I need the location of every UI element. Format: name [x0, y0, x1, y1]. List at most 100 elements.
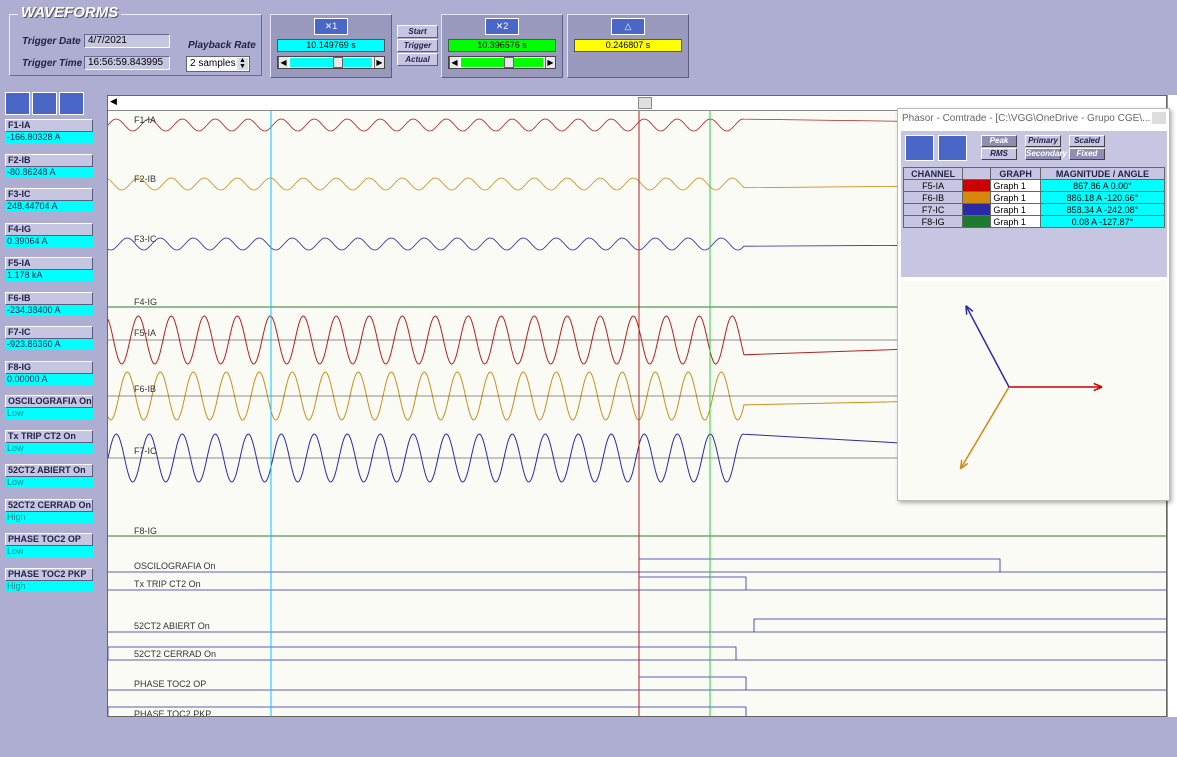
- close-icon[interactable]: [1152, 112, 1166, 124]
- cursor-1-slider-thumb[interactable]: [333, 57, 343, 68]
- phasor-window: Phasor - Comtrade - [C:\VGG\OneDrive - G…: [897, 108, 1170, 501]
- table-row[interactable]: F8-IG Graph 1 0.08 A -127.87°: [902, 215, 1166, 228]
- trace-label: F1-IA: [134, 115, 156, 125]
- channel-item[interactable]: F3-IC 248.44704 A: [5, 188, 93, 212]
- channel-item[interactable]: F4-IG 0.39064 A: [5, 222, 93, 247]
- phasor-window-title: Phasor - Comtrade - [C:\VGG\OneDrive - G…: [898, 109, 1169, 129]
- cursor-2-time: 10.396576 s: [448, 39, 556, 52]
- channel-panel: F1-IA -166.80328 A F2-IB -80.86248 A F3-IC 24…: [0, 88, 100, 757]
- channel-item[interactable]: F7-IC -923.86360 A: [5, 326, 93, 350]
- channel-item[interactable]: 52CT2 CERRAD On High: [5, 498, 93, 523]
- secondary-button[interactable]: Secondary: [1025, 148, 1067, 160]
- cursor-1-slider[interactable]: ◀ ▶: [277, 56, 385, 69]
- trace-label: OSCILOGRAFIA On: [134, 561, 216, 571]
- cell-mag: 886.18 A -120.66°: [1039, 191, 1166, 204]
- horizontal-scroll-thumb[interactable]: [638, 97, 652, 109]
- cursor-1-icon[interactable]: [905, 135, 934, 161]
- scaled-button[interactable]: Scaled: [1069, 135, 1105, 147]
- channel-name[interactable]: F6-IB: [5, 291, 93, 305]
- table-row[interactable]: F7-IC Graph 1 858.34 A -242.08°: [902, 203, 1166, 216]
- delta-tool-icon[interactable]: [59, 92, 84, 115]
- channel-name[interactable]: F5-IA: [5, 257, 93, 270]
- channel-value: High: [5, 580, 93, 592]
- delta-icon[interactable]: △: [611, 18, 645, 35]
- channel-item[interactable]: F6-IB -234.38400 A: [5, 291, 93, 316]
- channel-name[interactable]: 52CT2 ABIERT On: [5, 464, 93, 477]
- cursor-2-icon[interactable]: ✕2: [485, 18, 519, 35]
- trace-label: F3-IC: [134, 234, 157, 244]
- channel-item[interactable]: Tx TRIP CT2 On Low: [5, 429, 93, 454]
- phasor-toolbar: Peak RMS Primary Secondary Scaled Fixed …: [901, 131, 1167, 277]
- channel-name[interactable]: 52CT2 CERRAD On: [5, 498, 93, 512]
- slider-left-arrow-icon[interactable]: ◀: [278, 57, 288, 68]
- digital-pulse: [108, 646, 737, 660]
- start-button[interactable]: Start: [397, 25, 438, 38]
- peak-button[interactable]: Peak: [981, 135, 1017, 147]
- phasor-vector: [965, 305, 1010, 388]
- cell-graph: Graph 1: [990, 179, 1041, 192]
- phasor-vector: [959, 386, 1010, 470]
- channel-name[interactable]: Tx TRIP CT2 On: [5, 429, 93, 443]
- channel-item[interactable]: OSCILOGRAFIA On Low: [5, 395, 93, 419]
- cursor-2-slider[interactable]: ◀ ▶: [448, 56, 556, 69]
- channel-item[interactable]: PHASE TOC2 PKP High: [5, 567, 93, 592]
- channel-name[interactable]: F2-IB: [5, 153, 93, 167]
- channel-item[interactable]: F8-IG 0.00000 A: [5, 360, 93, 385]
- channel-name[interactable]: F3-IC: [5, 188, 93, 201]
- channel-name[interactable]: F4-IG: [5, 222, 93, 236]
- phasor-diagram: [901, 281, 1167, 499]
- channel-name[interactable]: F1-IA: [5, 119, 93, 132]
- trace-label: 52CT2 CERRAD On: [134, 649, 216, 659]
- channel-item[interactable]: F5-IA 1.178 kA: [5, 257, 93, 281]
- channel-item[interactable]: 52CT2 ABIERT On Low: [5, 464, 93, 488]
- cell-color: [962, 179, 992, 192]
- cell-mag: 858.34 A -242.08°: [1039, 203, 1166, 216]
- phasor-arrowhead: [959, 459, 969, 470]
- primary-button[interactable]: Primary: [1025, 135, 1061, 147]
- slider-left-arrow-icon[interactable]: ◀: [449, 57, 459, 68]
- channel-value: 0.39064 A: [5, 235, 93, 247]
- waveforms-title: WAVEFORMS: [18, 4, 122, 21]
- cell-mag: 0.08 A -127.87°: [1039, 215, 1166, 228]
- cursor-1-icon[interactable]: ✕1: [314, 18, 348, 35]
- scroll-left-icon[interactable]: ◀: [110, 96, 117, 106]
- cursor-1-tool-icon[interactable]: [5, 92, 30, 115]
- trace-label: Tx TRIP CT2 On: [134, 579, 201, 589]
- cursor-2-tool-icon[interactable]: [32, 92, 57, 115]
- channel-name[interactable]: F7-IC: [5, 326, 93, 339]
- spin-arrows-icon[interactable]: ▲ ▼: [237, 57, 248, 70]
- trigger-time-value: 16:56:59.843995: [84, 56, 170, 70]
- horizontal-scrollbar[interactable]: ◀: [108, 96, 1166, 111]
- trace-label: F7-IC: [134, 446, 157, 456]
- slider-right-arrow-icon[interactable]: ▶: [374, 57, 384, 68]
- delta-panel: △ 0.246807 s: [567, 14, 689, 78]
- fixed-button[interactable]: Fixed: [1069, 148, 1105, 160]
- channel-item[interactable]: F2-IB -80.86248 A: [5, 153, 93, 178]
- cell-graph: Graph 1: [990, 191, 1041, 204]
- trace-label: 52CT2 ABIERT On: [134, 621, 210, 631]
- phasor-arrowhead: [1093, 382, 1103, 392]
- trace-label: F4-IG: [134, 297, 157, 307]
- cursor-2-slider-thumb[interactable]: [504, 57, 514, 68]
- channel-name[interactable]: OSCILOGRAFIA On: [5, 395, 93, 408]
- trigger-date-value: 4/7/2021: [84, 34, 170, 48]
- cursor-1-time: 10.149769 s: [277, 39, 385, 52]
- trigger-date-label: Trigger Date: [22, 36, 81, 47]
- channel-name[interactable]: PHASE TOC2 OP: [5, 533, 93, 546]
- waveform-canvas: F1-IAF2-IBF3-ICF4-IGF5-IAF6-IBF7-ICF8-IG…: [108, 111, 1166, 716]
- trigger-button[interactable]: Trigger: [397, 39, 438, 52]
- channel-item[interactable]: F1-IA -166.80328 A: [5, 119, 93, 143]
- trace-label: PHASE TOC2 OP: [134, 679, 206, 689]
- rms-button[interactable]: RMS: [981, 148, 1017, 160]
- actual-button[interactable]: Actual: [397, 53, 438, 66]
- slider-right-arrow-icon[interactable]: ▶: [545, 57, 555, 68]
- playback-rate-spinner[interactable]: 2 samples ▲ ▼: [186, 56, 250, 72]
- channel-value: -166.80328 A: [5, 132, 93, 143]
- channel-value: -234.38400 A: [5, 304, 93, 316]
- table-row[interactable]: F5-IA Graph 1 867.86 A 0.00°: [902, 179, 1166, 192]
- channel-name[interactable]: F8-IG: [5, 360, 93, 374]
- cursor-2-icon[interactable]: [938, 135, 967, 161]
- channel-item[interactable]: PHASE TOC2 OP Low: [5, 533, 93, 557]
- channel-name[interactable]: PHASE TOC2 PKP: [5, 567, 93, 581]
- table-row[interactable]: F6-IB Graph 1 886.18 A -120.66°: [902, 191, 1166, 204]
